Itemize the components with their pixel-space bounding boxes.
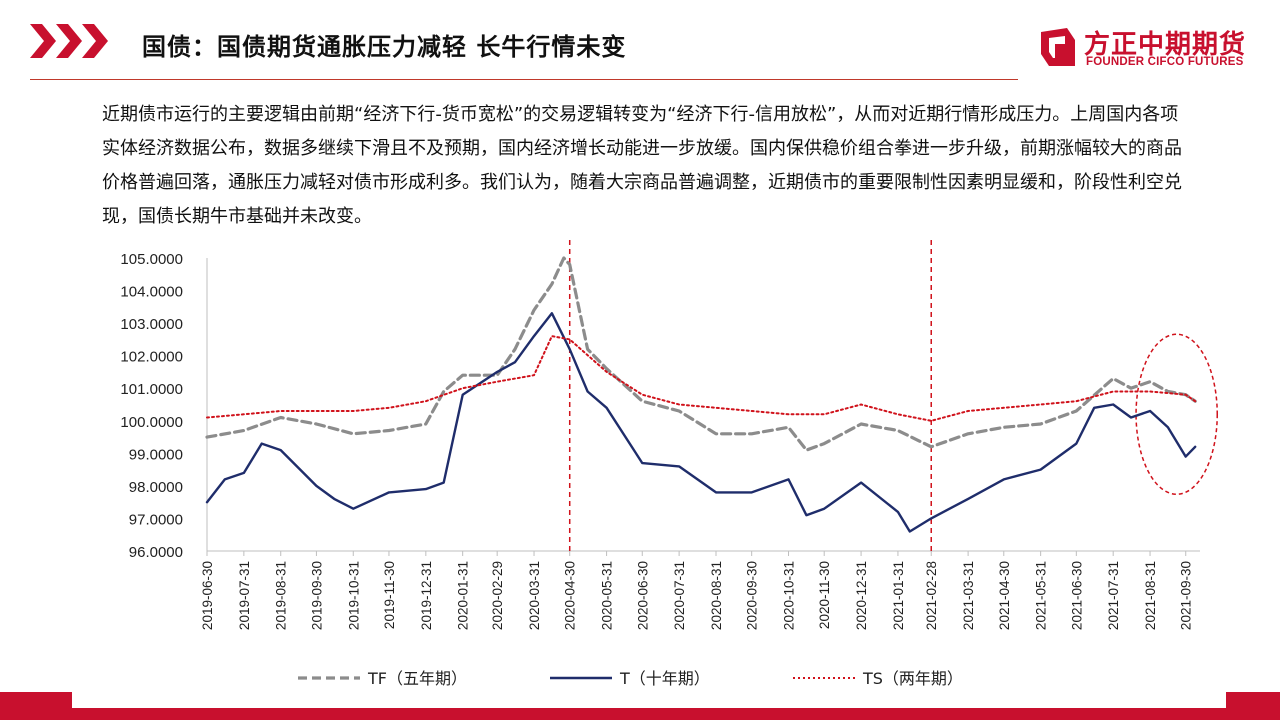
footer-strip bbox=[72, 708, 1226, 720]
legend-label: TS（两年期） bbox=[862, 669, 963, 688]
x-tick-label: 2021-08-31 bbox=[1143, 561, 1158, 630]
series-line-dotted bbox=[206, 335, 1197, 422]
x-tick-label: 2021-04-30 bbox=[997, 561, 1012, 630]
company-logo-icon bbox=[1041, 28, 1075, 66]
x-tick-label: 2021-09-30 bbox=[1179, 561, 1194, 630]
x-tick-label: 2020-03-31 bbox=[527, 561, 542, 630]
company-logo-cn: 方正中期期货 bbox=[1084, 30, 1247, 60]
x-tick-label: 2020-01-31 bbox=[456, 561, 471, 630]
y-tick-label: 101.0000 bbox=[120, 381, 183, 398]
y-tick-label: 96.0000 bbox=[129, 544, 183, 561]
y-tick-label: 100.0000 bbox=[120, 414, 183, 431]
x-tick-label: 2019-09-30 bbox=[309, 561, 324, 630]
y-tick-label: 97.0000 bbox=[129, 511, 183, 528]
x-tick-label: 2020-04-30 bbox=[563, 561, 578, 630]
x-tick-label: 2021-05-31 bbox=[1034, 561, 1049, 630]
legend-label: T（十年期） bbox=[619, 669, 710, 688]
x-tick-label: 2019-10-31 bbox=[346, 561, 361, 630]
x-tick-label: 2020-12-31 bbox=[854, 561, 869, 630]
x-tick-label: 2021-03-31 bbox=[961, 561, 976, 630]
x-tick-label: 2019-08-31 bbox=[274, 561, 289, 630]
x-tick-label: 2019-11-30 bbox=[382, 561, 397, 629]
highlight-ellipse bbox=[1135, 333, 1218, 496]
x-tick-label: 2020-11-30 bbox=[817, 561, 832, 629]
bond-futures-line-chart: 105.0000 104.0000 103.0000 102.0000 101.0000… bbox=[120, 240, 1218, 688]
x-tick-label: 2021-06-30 bbox=[1069, 561, 1084, 630]
x-tick-label: 2019-06-30 bbox=[200, 561, 215, 630]
legend-label: TF（五年期） bbox=[367, 669, 467, 688]
y-tick-label: 105.0000 bbox=[120, 251, 183, 268]
x-tick-label: 2020-06-30 bbox=[635, 561, 650, 630]
x-tick-label: 2019-07-31 bbox=[237, 561, 252, 630]
y-tick-label: 102.0000 bbox=[120, 349, 183, 366]
x-tick-label: 2021-02-28 bbox=[924, 561, 939, 630]
x-tick-label: 2020-09-30 bbox=[745, 561, 760, 630]
page-title: 国债：国债期货通胀压力减轻 长牛行情未变 bbox=[142, 33, 627, 61]
x-tick-label: 2021-07-31 bbox=[1106, 561, 1121, 630]
y-tick-label: 103.0000 bbox=[120, 316, 183, 333]
chevron-arrows-icon bbox=[30, 24, 108, 58]
footer-band bbox=[0, 692, 1280, 720]
x-tick-label: 2020-05-31 bbox=[600, 561, 615, 630]
series-line-solid bbox=[205, 312, 1197, 533]
x-tick-label: 2020-10-31 bbox=[782, 561, 797, 630]
footer-block-right bbox=[1226, 692, 1280, 720]
company-logo-en: FOUNDER CIFCO FUTURES bbox=[1086, 56, 1244, 68]
x-tick-label: 2020-02-29 bbox=[490, 561, 505, 630]
series-line-dashed bbox=[205, 256, 1197, 452]
x-tick-label: 2020-07-31 bbox=[672, 561, 687, 630]
footer-block-left bbox=[0, 692, 72, 720]
x-tick-label: 2020-08-31 bbox=[709, 561, 724, 630]
title-divider bbox=[30, 79, 1018, 80]
x-tick-label: 2021-01-31 bbox=[891, 561, 906, 630]
analysis-paragraph: 近期债市运行的主要逻辑由前期“经济下行-货币宽松”的交易逻辑转变为“经济下行-信… bbox=[102, 104, 1182, 227]
y-tick-label: 104.0000 bbox=[120, 284, 183, 301]
y-tick-label: 99.0000 bbox=[129, 446, 183, 463]
x-tick-label: 2019-12-31 bbox=[419, 561, 434, 630]
y-tick-label: 98.0000 bbox=[129, 479, 183, 496]
